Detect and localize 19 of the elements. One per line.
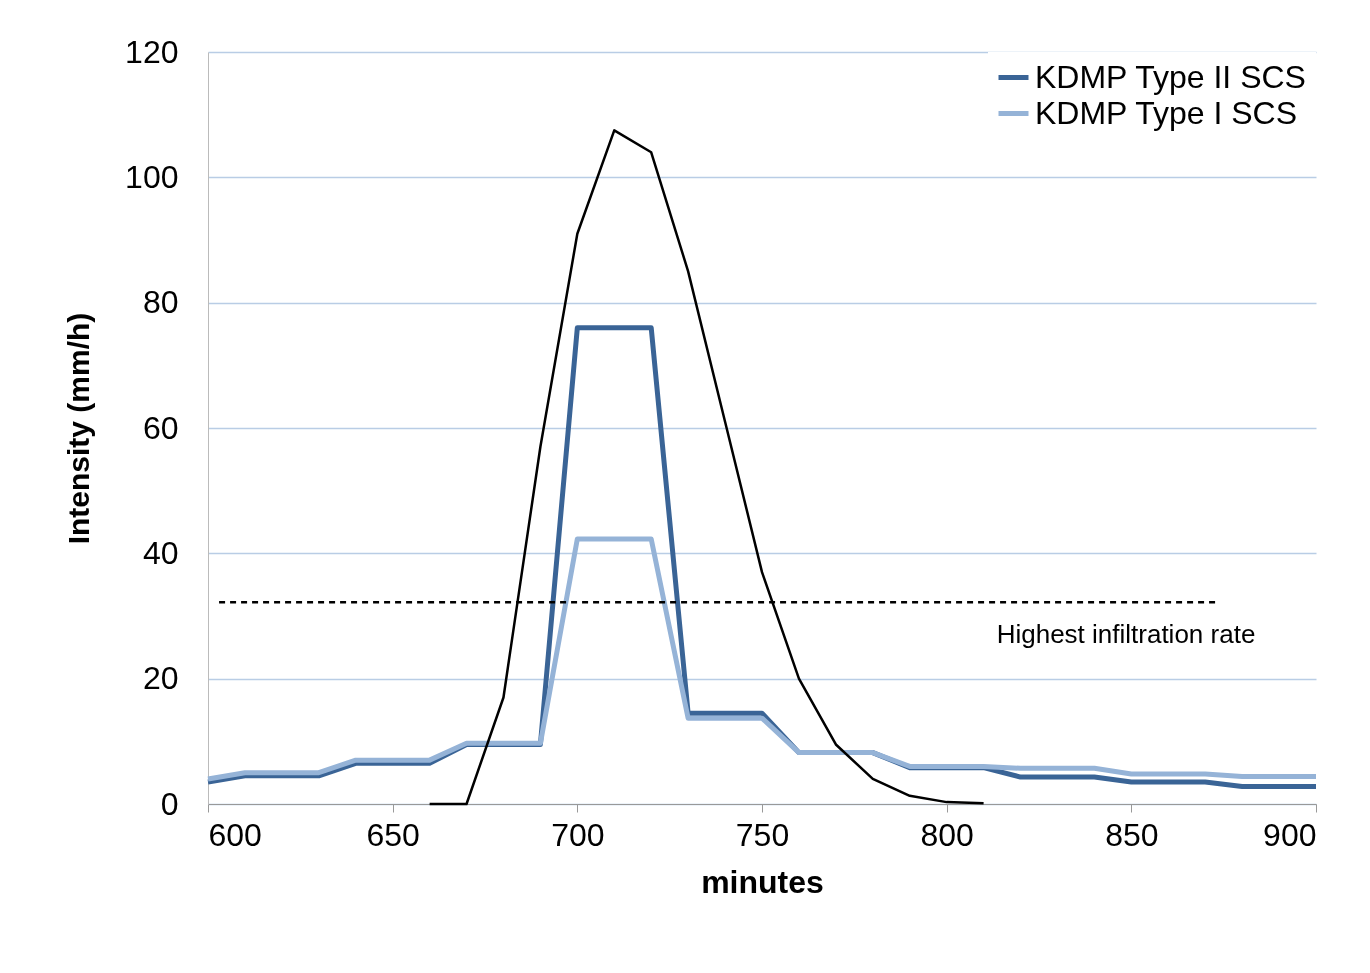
legend-label: KDMP Type II SCS	[1035, 58, 1306, 95]
y-tick-label: 120	[125, 33, 179, 70]
x-tick-label: 600	[208, 816, 262, 853]
y-tick-label: 40	[142, 534, 179, 571]
x-tick-label: 700	[551, 816, 605, 853]
x-tick-label: 650	[366, 816, 420, 853]
y-tick-label: 60	[142, 409, 179, 446]
y-tick-label: 20	[142, 660, 179, 697]
y-tick-label: 0	[160, 785, 179, 822]
legend-label: KDMP Type I SCS	[1035, 94, 1298, 131]
x-axis-title: minutes	[701, 863, 824, 900]
y-tick-label: 80	[142, 284, 179, 321]
x-tick-label: 750	[735, 816, 790, 853]
x-tick-label: 800	[920, 816, 974, 853]
y-tick-label: 100	[125, 158, 179, 195]
y-axis-title: Intensity (mm/h)	[62, 312, 96, 545]
annotation: Highest infiltration rate	[996, 619, 1256, 649]
x-tick-label: 850	[1105, 816, 1159, 853]
x-tick-label: 900	[1263, 816, 1317, 853]
